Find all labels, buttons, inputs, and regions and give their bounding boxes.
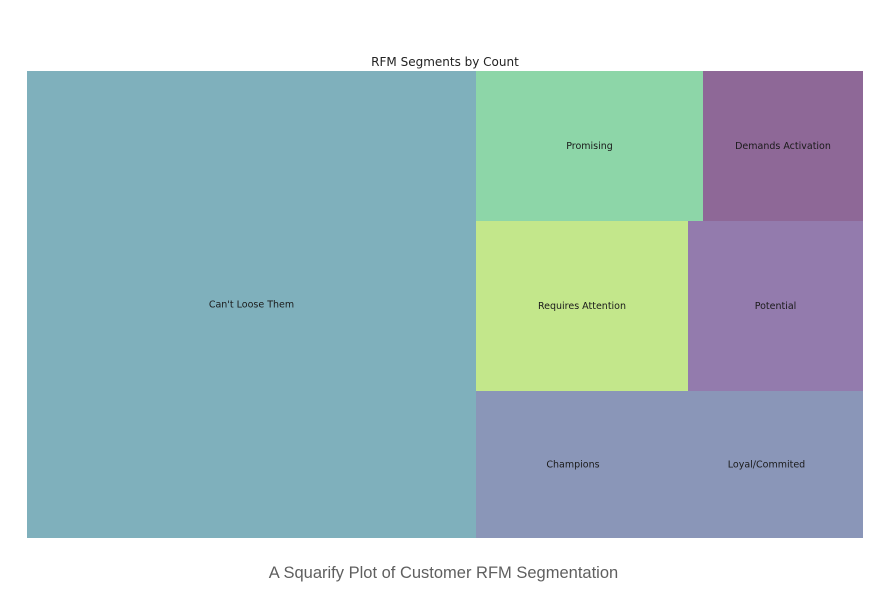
tile-label-can-t-loose-them: Can't Loose Them (209, 300, 294, 311)
figure-caption: A Squarify Plot of Customer RFM Segmenta… (268, 564, 619, 582)
tile-label-potential: Potential (755, 301, 797, 312)
tile-can-t-loose-them (27, 71, 476, 538)
tile-demands-activation (703, 71, 863, 221)
chart-title: RFM Segments by Count (371, 55, 519, 69)
tile-label-demands-activation: Demands Activation (735, 141, 831, 152)
treemap-chart: RFM Segments by Count Can't Loose Them Pr… (27, 55, 863, 538)
tile-requires-attention (476, 221, 688, 391)
tile-label-promising: Promising (566, 141, 613, 152)
tile-loyal-commited (670, 391, 863, 538)
tile-potential (688, 221, 863, 391)
tile-label-requires-attention: Requires Attention (538, 301, 626, 312)
tile-label-champions: Champions (546, 460, 599, 471)
treemap-tiles: Can't Loose Them Promising Demands Activat… (27, 71, 863, 538)
tile-label-loyal-commited: Loyal/Commited (728, 460, 805, 471)
tile-promising (476, 71, 703, 221)
tile-champions (476, 391, 670, 538)
